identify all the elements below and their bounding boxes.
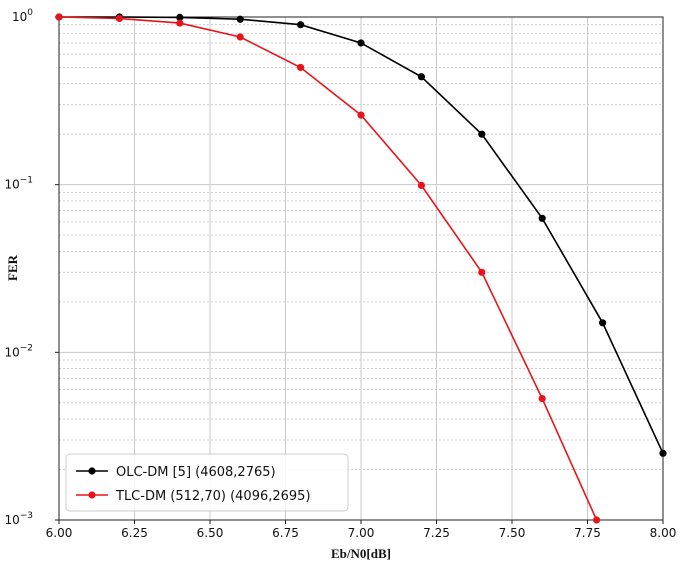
legend-swatch-marker <box>88 467 96 475</box>
x-tick-label: 6.00 <box>46 526 73 540</box>
x-tick-label: 7.50 <box>499 526 526 540</box>
series-line <box>58 16 598 521</box>
series-marker <box>176 13 184 21</box>
x-tick-label: 7.25 <box>423 526 450 540</box>
y-tick-label: 10−2 <box>4 343 33 359</box>
x-tick-label: 6.25 <box>121 526 148 540</box>
series-marker <box>236 33 244 41</box>
series-marker <box>236 15 244 23</box>
series-marker <box>417 73 425 81</box>
legend-swatch-marker <box>88 491 96 499</box>
x-tick-label: 6.75 <box>272 526 299 540</box>
x-tick-label: 7.00 <box>348 526 375 540</box>
x-tick-label: 7.75 <box>574 526 601 540</box>
series-lines <box>55 13 667 524</box>
x-tick-label: 6.50 <box>197 526 224 540</box>
legend: OLC-DM [5] (4608,2765) TLC-DM (512,70) (4… <box>65 453 349 512</box>
y-tick-label: 100 <box>12 8 33 24</box>
x-tick-label: 8.00 <box>650 526 677 540</box>
series-marker <box>478 130 486 138</box>
series-marker <box>357 39 365 47</box>
series-marker <box>538 214 546 222</box>
legend-box <box>65 453 349 512</box>
series-marker <box>297 63 305 72</box>
series-marker <box>659 449 667 457</box>
series-marker <box>478 268 486 276</box>
grid <box>58 16 664 521</box>
axis-ticks: 6.00 6.25 6.50 6.75 7.00 7.25 7.50 7.75 8.00 100 1… <box>4 8 676 540</box>
series-marker <box>55 13 63 21</box>
series-marker <box>538 394 546 403</box>
y-tick-label: 10−3 <box>4 511 33 527</box>
series-2 <box>55 13 601 524</box>
x-axis-title: Eb/N0[dB] <box>331 546 391 561</box>
series-marker <box>417 181 425 189</box>
legend-label: TLC-DM (512,70) (4096,2695) <box>115 489 311 504</box>
series-marker <box>176 19 184 27</box>
series-marker <box>592 516 601 524</box>
y-tick-label: 10−1 <box>4 176 33 192</box>
legend-label: OLC-DM [5] (4608,2765) <box>116 465 276 480</box>
series-marker <box>599 319 607 327</box>
series-marker <box>297 21 305 29</box>
series-marker <box>115 14 123 23</box>
series-marker <box>357 111 365 119</box>
y-axis-title: FER <box>5 254 20 281</box>
